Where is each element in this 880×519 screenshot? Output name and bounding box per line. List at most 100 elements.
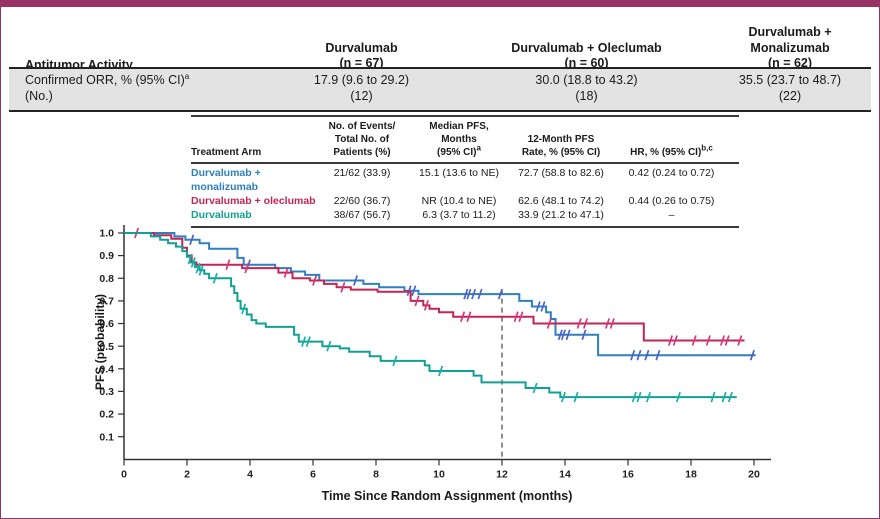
censor-tick-0 xyxy=(560,329,566,341)
x-tick-label: 16 xyxy=(622,469,634,481)
pfs-header-median: Median PFS, Months (95% CI)a xyxy=(429,121,489,158)
censor-tick-2 xyxy=(326,340,332,352)
x-axis-title: Time Since Random Assignment (months) xyxy=(322,489,573,503)
censor-tick-1 xyxy=(518,311,524,322)
censor-tick-2 xyxy=(438,365,444,377)
censor-tick-1 xyxy=(609,318,615,329)
censor-tick-1 xyxy=(340,282,346,293)
censor-tick-2 xyxy=(560,391,566,403)
censor-tick-0 xyxy=(630,349,636,361)
censor-tick-1 xyxy=(244,262,250,274)
pfs-table-header: Treatment Arm No. of Events/ Total No. o… xyxy=(191,115,739,165)
median-cell: 6.3 (3.7 to 11.2) xyxy=(422,208,496,221)
censor-tick-1 xyxy=(414,295,420,307)
rate-cell: 62.6 (48.1 to 74.2) xyxy=(518,195,604,208)
y-tick-label: 0.8 xyxy=(99,273,114,285)
orr-col-n: (n = 67) xyxy=(339,56,384,71)
km-curve-2 xyxy=(124,232,737,399)
figure-accent-bar xyxy=(1,1,879,7)
orr-value-durvalumab: 17.9 (9.6 to 29.2) (12) xyxy=(313,73,410,104)
censor-tick-0 xyxy=(749,349,755,361)
censor-tick-2 xyxy=(190,257,196,268)
censor-tick-1 xyxy=(460,311,466,322)
y-tick-label: 0.9 xyxy=(99,250,114,262)
censor-tick-2 xyxy=(721,391,727,403)
censor-tick-2 xyxy=(301,336,307,347)
x-tick-label: 10 xyxy=(433,469,445,481)
censor-tick-1 xyxy=(724,335,730,346)
censor-tick-1 xyxy=(283,267,289,278)
y-tick-label: 0.1 xyxy=(99,431,114,443)
censor-tick-1 xyxy=(604,318,611,329)
censor-tick-0 xyxy=(644,349,650,361)
y-axis-title: PFS (probability) xyxy=(93,294,107,390)
orr-col-monalizumab: Durvalumab + Monalizumab (n = 62) xyxy=(709,25,871,74)
censor-tick-2 xyxy=(198,265,204,276)
pfs-header-events: No. of Events/ Total No. of Patients (%) xyxy=(328,121,396,158)
censor-tick-0 xyxy=(535,301,541,312)
footnote-bc: b,c xyxy=(701,143,713,153)
arm-label: Durvalumab + oleclumab xyxy=(191,195,316,208)
censor-tick-0 xyxy=(466,288,472,300)
censor-tick-1 xyxy=(667,335,674,346)
censor-tick-2 xyxy=(212,273,218,284)
censor-tick-2 xyxy=(727,391,733,403)
pfs-summary-table: Treatment Arm No. of Events/ Total No. o… xyxy=(191,115,739,228)
rate-cell: 72.7 (58.8 to 82.6) xyxy=(518,167,604,180)
censor-tick-2 xyxy=(675,391,681,403)
censor-tick-0 xyxy=(411,285,417,296)
orr-col-drug: Durvalumab xyxy=(325,40,398,55)
censor-tick-1 xyxy=(705,335,711,346)
censor-tick-0 xyxy=(497,288,503,300)
x-tick-label: 12 xyxy=(496,469,508,481)
km-curve-0 xyxy=(124,232,756,357)
censor-tick-2 xyxy=(532,382,538,394)
censor-tick-2 xyxy=(195,262,201,274)
censor-tick-1 xyxy=(719,335,726,346)
pfs-table-body: Durvalumab + monalizumab 21/62 (33.9) 15… xyxy=(191,164,739,228)
y-tick-label: 1.0 xyxy=(99,228,114,240)
censor-tick-1 xyxy=(423,300,429,311)
pfs-header-hr: HR, % (95% CI)b,c xyxy=(630,143,713,158)
y-tick-label: 0.6 xyxy=(99,318,114,330)
pfs-header-arm: Treatment Arm xyxy=(191,146,262,158)
footnote-a: a xyxy=(184,71,190,81)
arm-label: Durvalumab + monalizumab xyxy=(191,167,261,194)
censor-tick-0 xyxy=(352,275,359,286)
censor-tick-1 xyxy=(691,335,697,346)
pfs-row-durvalumab: Durvalumab 38/67 (56.7) 6.3 (3.7 to 11.2… xyxy=(191,209,739,223)
censor-tick-2 xyxy=(710,391,716,403)
y-tick-label: 0.2 xyxy=(99,409,114,421)
x-tick-label: 6 xyxy=(310,469,316,481)
x-tick-label: 18 xyxy=(685,469,697,481)
rate-cell: 33.9 (21.2 to 47.1) xyxy=(518,208,604,221)
y-tick-label: 0.7 xyxy=(99,296,114,308)
hr-cell: – xyxy=(668,208,675,221)
orr-col-drug: Durvalumab + Monalizumab xyxy=(748,25,832,55)
censor-tick-2 xyxy=(636,391,642,403)
censor-tick-0 xyxy=(636,349,642,361)
hr-cell: 0.44 (0.26 to 0.75) xyxy=(628,195,715,208)
censor-tick-1 xyxy=(225,259,231,270)
arm-label: Durvalumab xyxy=(191,208,252,221)
censor-tick-1 xyxy=(672,335,678,346)
events-cell: 22/60 (36.7) xyxy=(333,195,391,208)
x-tick-label: 2 xyxy=(184,469,190,481)
censor-tick-1 xyxy=(312,275,318,286)
kaplan-meier-plot: 0.1 0.2 0.3 0.4 0.5 0.6 0.7 0.8 0.9 1.0 0 2 4 6 8 10 12 1… xyxy=(93,225,771,503)
y-tick-label: 0.5 xyxy=(99,341,114,353)
pfs-header-rate: 12-Month PFS Rate, % (95% CI) xyxy=(521,133,601,158)
censor-tick-2 xyxy=(187,253,193,265)
censor-tick-0 xyxy=(406,285,412,296)
censor-tick-0 xyxy=(463,288,469,300)
orr-col-oleclumab: Durvalumab + Oleclumab (n = 60) xyxy=(464,41,709,74)
pfs-row-oleclumab: Durvalumab + oleclumab 22/60 (36.7) NR (… xyxy=(191,195,739,209)
censor-tick-2 xyxy=(573,391,579,403)
events-cell: 38/67 (56.7) xyxy=(333,208,391,221)
median-cell: 15.1 (13.6 to NE) xyxy=(419,167,499,180)
orr-value-monalizumab: 35.5 (23.7 to 48.7) (22) xyxy=(738,73,842,104)
pfs-row-monalizumab: Durvalumab + monalizumab 21/62 (33.9) 15… xyxy=(191,167,739,195)
censor-tick-1 xyxy=(546,318,552,329)
censor-tick-0 xyxy=(477,288,483,300)
y-tick-label: 0.4 xyxy=(99,363,114,375)
